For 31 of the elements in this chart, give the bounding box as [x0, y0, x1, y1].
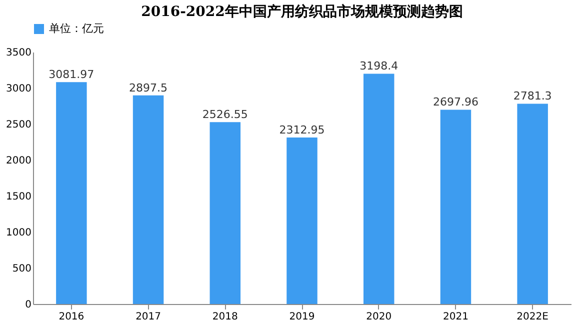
chart-title: 2016-2022年中国产用纺织品市场规模预测趋势图 — [141, 3, 463, 20]
data-label: 2897.5 — [129, 81, 168, 94]
y-tick-label: 2500 — [6, 120, 32, 130]
y-tick-label: 0 — [25, 300, 32, 310]
bar — [56, 82, 87, 304]
data-label: 2312.95 — [279, 123, 325, 136]
bar — [517, 104, 548, 304]
data-label: 2697.96 — [432, 96, 478, 109]
y-tick-label: 3500 — [6, 48, 32, 58]
y-tick-label: 1500 — [6, 192, 32, 202]
data-label: 3081.97 — [48, 68, 94, 82]
y-tick-label: 2000 — [6, 156, 32, 166]
bar — [440, 110, 472, 304]
x-tick-label: 2019 — [289, 312, 315, 322]
y-tick-label: 500 — [12, 264, 32, 274]
x-tick-label: 2017 — [136, 312, 162, 322]
data-label: 2526.55 — [202, 108, 248, 122]
x-tick-label: 2021 — [442, 312, 468, 322]
y-tick-label: 1000 — [6, 228, 32, 238]
data-label: 2781.3 — [513, 90, 552, 103]
legend-label: 单位：亿元 — [49, 22, 104, 35]
x-tick-label: 2016 — [58, 312, 84, 322]
bar — [210, 122, 241, 304]
x-tick-label: 2020 — [366, 312, 392, 322]
y-tick-label: 3000 — [6, 84, 32, 94]
bar — [286, 137, 318, 304]
x-tick-label: 2022E — [516, 312, 548, 322]
data-label: 3198.4 — [360, 60, 398, 73]
bar — [132, 95, 164, 304]
x-tick-label: 2018 — [212, 312, 238, 322]
bar — [363, 74, 394, 304]
